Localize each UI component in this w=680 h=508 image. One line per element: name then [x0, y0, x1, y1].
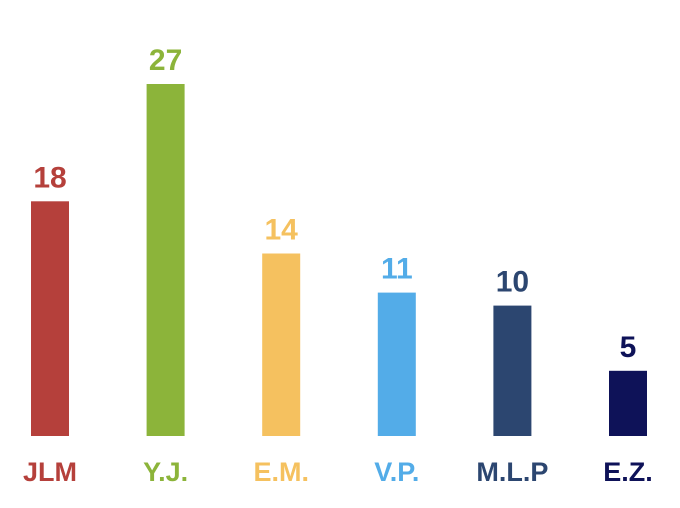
- category-label-vp: V.P.: [374, 457, 419, 487]
- bar-em: [262, 253, 301, 436]
- value-label-vp: 11: [381, 253, 413, 286]
- category-label-mlp: M.L.P: [476, 457, 548, 487]
- value-label-jlm: 18: [33, 161, 66, 194]
- value-label-ez: 5: [620, 331, 637, 364]
- bar-ez: [609, 370, 647, 436]
- category-label-jlm: JLM: [23, 457, 77, 487]
- value-labels-group: 18 27 14 11 10 5: [33, 44, 636, 364]
- bar-jlm: [31, 201, 69, 436]
- bar-mlp: [493, 305, 532, 436]
- category-labels-group: JLM Y.J. E.M. V.P. M.L.P E.Z.: [23, 457, 653, 487]
- category-label-em: E.M.: [253, 457, 309, 487]
- category-label-ez: E.Z.: [603, 457, 653, 487]
- value-label-em: 14: [265, 214, 299, 247]
- value-label-mlp: 10: [496, 266, 529, 299]
- bars-group: [31, 84, 647, 436]
- category-label-yj: Y.J.: [143, 457, 188, 487]
- value-label-yj: 27: [149, 44, 182, 77]
- bar-vp: [377, 292, 416, 436]
- bar-yj: [146, 84, 185, 436]
